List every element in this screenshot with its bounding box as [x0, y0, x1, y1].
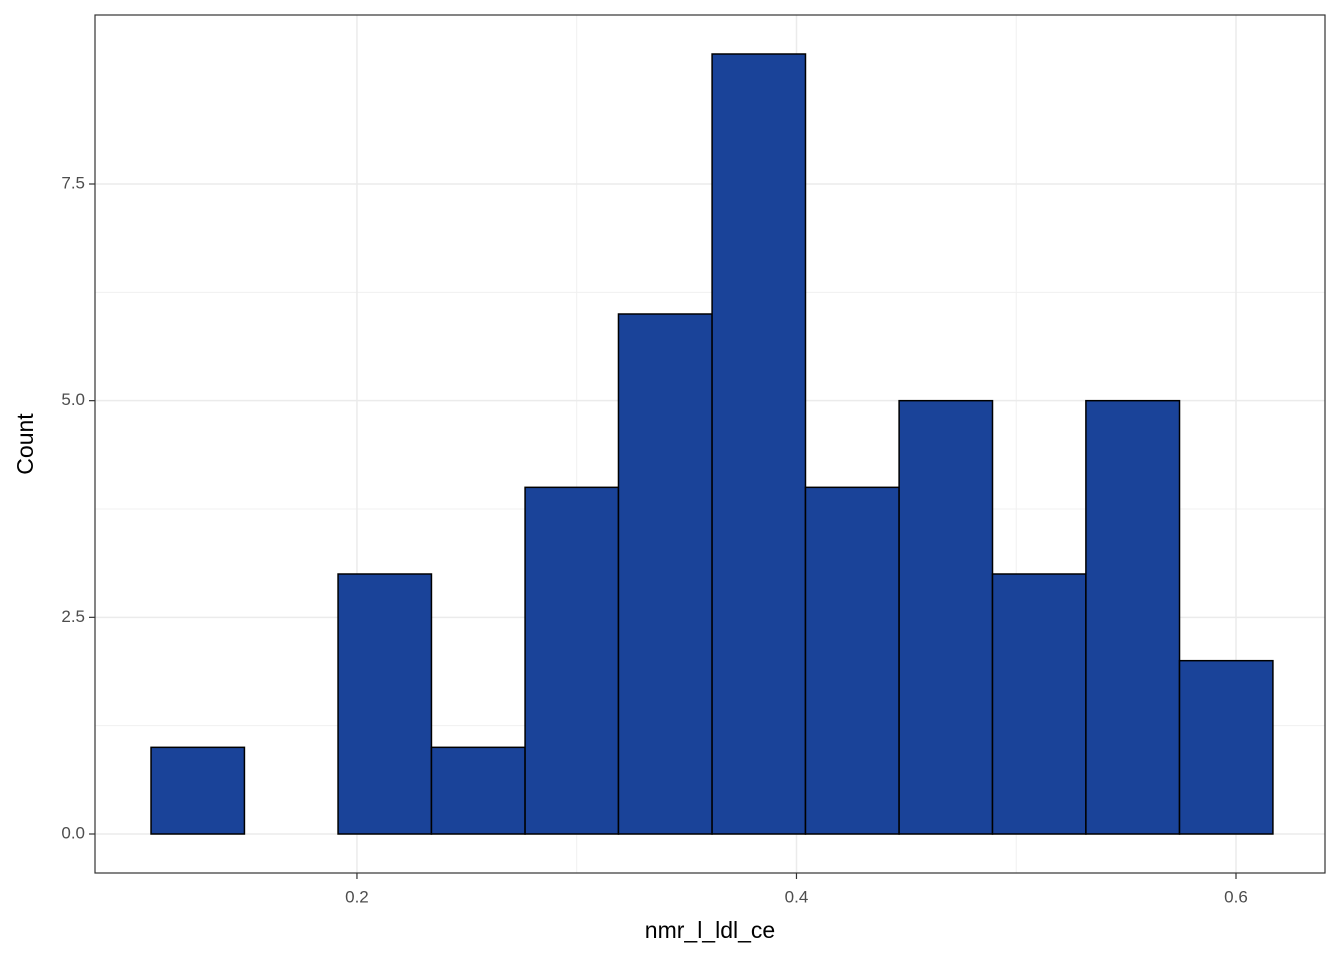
bar	[711, 53, 807, 835]
y-tick-label: 5.0	[61, 390, 85, 409]
bar	[150, 746, 246, 835]
x-tick-label: 0.2	[345, 887, 369, 906]
bar	[430, 746, 526, 835]
x-tick-label: 0.6	[1224, 887, 1248, 906]
bar	[617, 313, 713, 835]
bar	[1085, 399, 1181, 835]
panel-border	[94, 14, 1326, 874]
x-axis-title: nmr_l_ldl_ce	[645, 917, 775, 943]
bar	[991, 573, 1087, 835]
x-tick-label: 0.4	[785, 887, 809, 906]
y-tick-label: 0.0	[61, 823, 85, 842]
y-axis-title: Count	[12, 413, 38, 475]
bar	[337, 573, 433, 835]
bar	[898, 399, 994, 835]
y-tick-label: 2.5	[61, 607, 85, 626]
bar	[804, 486, 900, 835]
bar	[524, 486, 620, 835]
bar	[1178, 659, 1274, 835]
y-tick-label: 7.5	[61, 173, 85, 192]
